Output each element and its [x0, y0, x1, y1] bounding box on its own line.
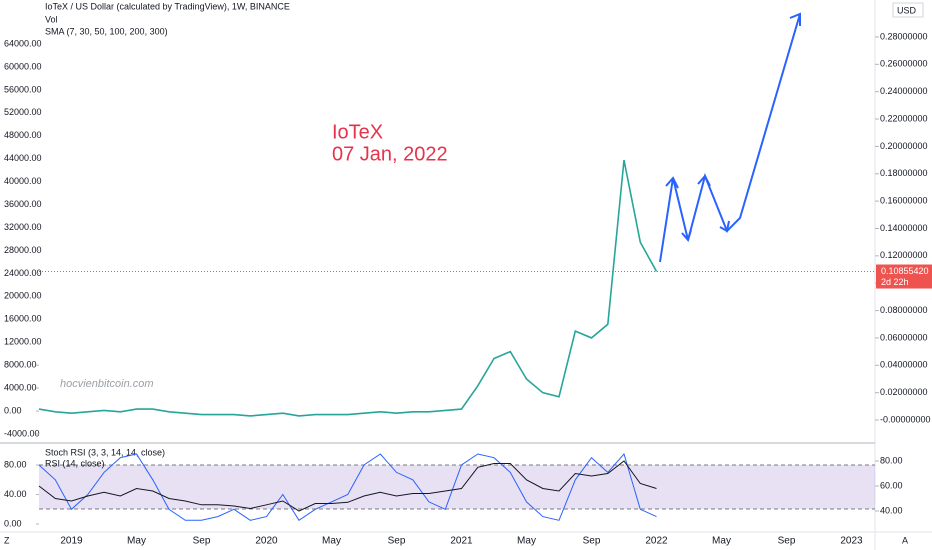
- y-tick-label: 0.08000000: [880, 305, 928, 315]
- x-tick-label: Sep: [778, 536, 796, 547]
- annotation: IoTeX: [332, 121, 383, 143]
- y-tick-label: 0.12000000: [880, 250, 928, 260]
- y-tick-label: 0.20000000: [880, 141, 928, 151]
- x-tick-label: May: [517, 536, 536, 547]
- x-tick-label: 2023: [840, 536, 863, 547]
- y2-tick-label: 56000.00: [4, 84, 42, 94]
- y2-tick-label: 52000.00: [4, 107, 42, 117]
- y2-tick-label: 4000.00: [4, 382, 37, 392]
- line: [38, 452, 657, 522]
- y-tick-label: 0.14000000: [880, 223, 928, 233]
- y2-tick-label: 12000.00: [4, 337, 42, 347]
- y-tick-label: 0.24000000: [880, 86, 928, 96]
- y2-tick-label: -4000.00: [4, 428, 40, 438]
- last-price-label: 0.10855420: [881, 266, 929, 276]
- stoch-band: [39, 465, 875, 509]
- annotation: 07 Jan, 2022: [332, 143, 448, 165]
- y-tick-label: 60.00: [880, 480, 903, 490]
- y-tick-label: 0.06000000: [880, 332, 928, 342]
- x-tick-label: 2019: [60, 536, 83, 547]
- projection-arrows: [659, 12, 801, 263]
- y-tick-label: 0.22000000: [880, 113, 928, 123]
- x-tick-label: 2021: [450, 536, 473, 547]
- x-tick-label: Sep: [193, 536, 211, 547]
- y-tick-label: 40.00: [880, 505, 903, 515]
- y-tick-label: 0.16000000: [880, 196, 928, 206]
- corner-label: A: [902, 535, 908, 545]
- x-tick-label: May: [322, 536, 341, 547]
- watermark: hocvienbitcoin.com: [60, 378, 154, 390]
- y-tick-label: 80.00: [880, 455, 903, 465]
- y2-tick-label: 28000.00: [4, 245, 42, 255]
- subtitle: Vol: [45, 14, 58, 24]
- y-tick-label: 0.28000000: [880, 31, 928, 41]
- y2-tick-label: 80.00: [4, 459, 27, 469]
- y2-tick-label: 40000.00: [4, 176, 42, 186]
- y2-tick-label: 44000.00: [4, 153, 42, 163]
- x-tick-label: May: [127, 536, 146, 547]
- corner-label: Z: [4, 535, 10, 545]
- y2-tick-label: 32000.00: [4, 222, 42, 232]
- y2-tick-label: 24000.00: [4, 268, 42, 278]
- x-tick-label: 2020: [255, 536, 278, 547]
- x-tick-label: Sep: [388, 536, 406, 547]
- y2-tick-label: 16000.00: [4, 314, 42, 324]
- y-tick-label: 0.26000000: [880, 59, 928, 69]
- y-tick-label: -0.00000000: [880, 414, 931, 424]
- y2-tick-label: 0.00: [4, 405, 22, 415]
- y2-tick-label: 60000.00: [4, 61, 42, 71]
- y2-tick-label: 64000.00: [4, 38, 42, 48]
- x-tick-label: Sep: [583, 536, 601, 547]
- y2-tick-label: 36000.00: [4, 199, 42, 209]
- y-tick-label: 0.18000000: [880, 168, 928, 178]
- y2-tick-label: 48000.00: [4, 130, 42, 140]
- y2-tick-label: 8000.00: [4, 360, 37, 370]
- y2-tick-label: 0.00: [4, 518, 22, 528]
- countdown: 2d 22h: [881, 277, 909, 287]
- y2-tick-label: 20000.00: [4, 291, 42, 301]
- x-tick-label: 2022: [645, 536, 668, 547]
- y2-tick-label: 40.00: [4, 489, 27, 499]
- currency: USD: [897, 5, 917, 15]
- legend-entry: RSI (14, close): [45, 458, 105, 468]
- currency-box: [892, 2, 924, 18]
- y-tick-label: 0.02000000: [880, 387, 928, 397]
- last-price-box: [876, 264, 932, 289]
- chart-title: IoTeX / US Dollar (calculated by Trading…: [45, 1, 290, 11]
- y-tick-label: 0.04000000: [880, 360, 928, 370]
- x-tick-label: May: [712, 536, 731, 547]
- line: [38, 159, 658, 417]
- line: [38, 460, 657, 512]
- legend-entry: Stoch RSI (3, 3, 14, 14, close): [45, 447, 165, 457]
- subtitle: SMA (7, 30, 50, 100, 200, 300): [45, 26, 168, 36]
